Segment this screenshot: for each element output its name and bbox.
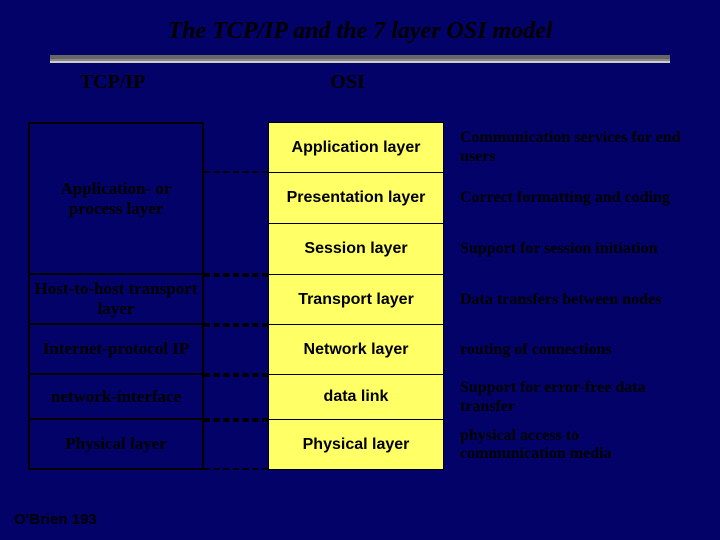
tcp-ip: Internet-protocol IP <box>28 325 204 375</box>
divider <box>50 55 670 63</box>
osi-l3: Network layer <box>268 325 444 375</box>
desc-l3: routing of connections <box>444 325 692 375</box>
desc-l6: Correct formatting and coding <box>444 173 692 224</box>
gap <box>204 122 268 173</box>
header-tcpip: TCP/IP <box>0 71 225 94</box>
tcp-phys: Physical layer <box>28 420 204 470</box>
header-osi: OSI <box>225 71 470 94</box>
layer-grid: Application layer Communication services… <box>28 122 692 470</box>
tcp-app-top <box>28 122 204 173</box>
tcp-app-bot <box>28 224 204 275</box>
osi-l1: Physical layer <box>268 420 444 470</box>
row-l7: Application layer Communication services… <box>28 122 692 173</box>
row-l3: Internet-protocol IP Network layer routi… <box>28 325 692 375</box>
osi-l4: Transport layer <box>268 275 444 325</box>
gap <box>204 275 268 325</box>
tcp-host: Host-to-host transport layer <box>28 275 204 325</box>
tcp-net: network-interface <box>28 375 204 420</box>
column-headers: TCP/IP OSI <box>0 71 720 98</box>
desc-l5: Support for session initiation <box>444 224 692 275</box>
gap <box>204 325 268 375</box>
osi-l6: Presentation layer <box>268 173 444 224</box>
gap <box>204 420 268 470</box>
footer-citation: O'Brien 193 <box>14 511 97 528</box>
desc-l4: Data transfers between nodes <box>444 275 692 325</box>
osi-l2: data link <box>268 375 444 420</box>
gap <box>204 375 268 420</box>
row-l5: Session layer Support for session initia… <box>28 224 692 275</box>
osi-l7: Application layer <box>268 122 444 173</box>
row-l6: Application- or process layer Presentati… <box>28 173 692 224</box>
gap <box>204 224 268 275</box>
desc-l2: Support for error-free data transfer <box>444 375 692 420</box>
row-l1: Physical layer Physical layer physical a… <box>28 420 692 470</box>
osi-l5: Session layer <box>268 224 444 275</box>
desc-l1: physical access to communication media <box>444 420 692 470</box>
desc-l7: Communication services for end users <box>444 122 692 173</box>
gap <box>204 173 268 224</box>
tcp-app: Application- or process layer <box>28 173 204 224</box>
page-title: The TCP/IP and the 7 layer OSI model <box>0 0 720 55</box>
row-l4: Host-to-host transport layer Transport l… <box>28 275 692 325</box>
row-l2: network-interface data link Support for … <box>28 375 692 420</box>
